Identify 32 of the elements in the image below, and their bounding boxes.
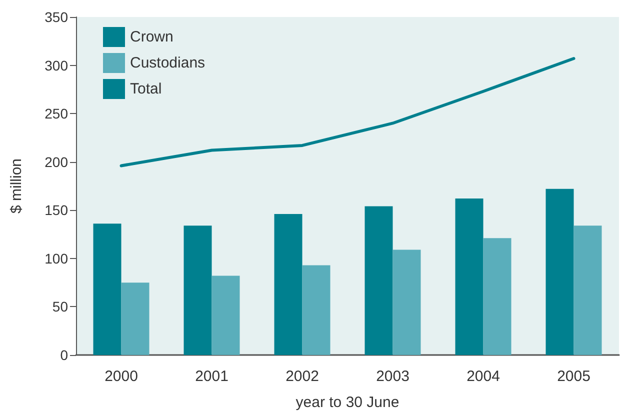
y-tick-label: 150 bbox=[44, 202, 68, 218]
bar bbox=[302, 265, 330, 355]
legend-label: Total bbox=[130, 80, 162, 98]
y-tick-label: 200 bbox=[44, 154, 68, 170]
y-tick-label: 350 bbox=[44, 9, 68, 25]
bar bbox=[274, 214, 302, 355]
bar bbox=[184, 226, 212, 355]
bar bbox=[212, 276, 240, 355]
y-axis-title: $ million bbox=[8, 158, 25, 214]
y-tick-label: 100 bbox=[44, 250, 68, 266]
x-tick-label: 2000 bbox=[104, 368, 138, 385]
bar bbox=[574, 226, 602, 355]
x-axis-title: year to 30 June bbox=[296, 394, 400, 411]
bar bbox=[364, 206, 393, 355]
x-tick-label: 2004 bbox=[466, 368, 500, 385]
x-tick-label: 2005 bbox=[557, 368, 590, 385]
legend-label: Custodians bbox=[130, 54, 206, 72]
bar bbox=[455, 198, 484, 355]
line-series bbox=[120, 57, 576, 168]
bar bbox=[121, 282, 150, 355]
x-tick-label: 2002 bbox=[286, 368, 319, 385]
bar bbox=[392, 250, 421, 355]
x-tick-label: 2003 bbox=[376, 368, 410, 385]
legend-label: Crown bbox=[130, 28, 174, 46]
y-tick-label: 50 bbox=[52, 298, 68, 315]
bar bbox=[93, 224, 122, 355]
x-tick-label: 2001 bbox=[195, 368, 228, 385]
y-tick-label: 250 bbox=[44, 106, 68, 122]
bar bbox=[546, 188, 574, 355]
y-tick-label: 0 bbox=[60, 347, 68, 363]
bar bbox=[483, 238, 512, 355]
y-tick-label: 300 bbox=[44, 57, 68, 74]
